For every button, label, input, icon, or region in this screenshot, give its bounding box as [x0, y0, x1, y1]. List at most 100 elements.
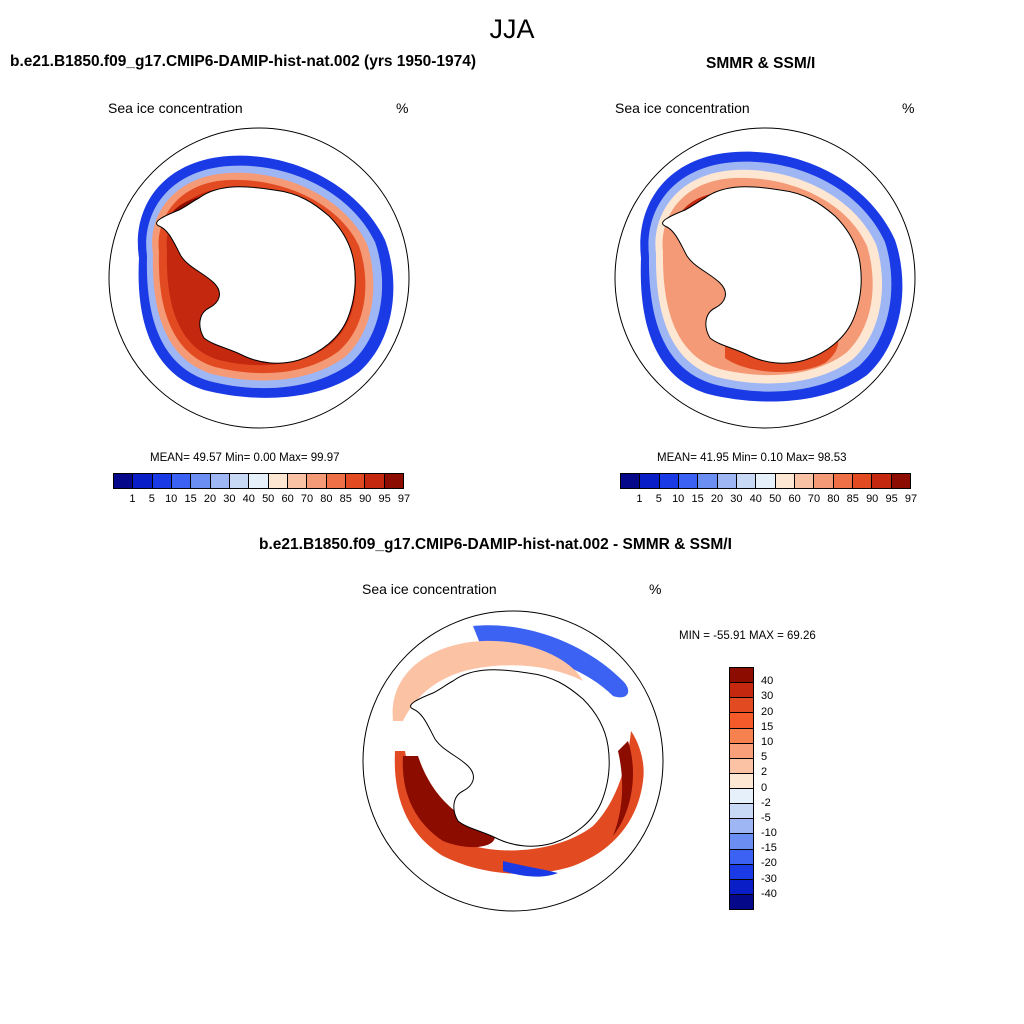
panel1-units: %	[396, 100, 409, 116]
colorbar-tick-label: 40	[242, 493, 255, 505]
colorbar-tick-label: 85	[339, 493, 352, 505]
colorbar-bin	[151, 474, 171, 488]
colorbar-bin	[716, 474, 736, 488]
colorbar-tick-label: 60	[788, 493, 801, 505]
colorbar-bin	[364, 474, 384, 488]
panel2-left-label: Sea ice concentration	[615, 100, 750, 116]
colorbar-bin	[774, 474, 794, 488]
colorbar-bin	[286, 474, 307, 488]
colorbar-tick-label: 80	[320, 493, 333, 505]
colorbar-bin	[383, 474, 403, 488]
panel2-title: SMMR & SSM/I	[706, 55, 816, 72]
main-title: JJA	[489, 14, 535, 44]
panel3-stats: MIN = -55.91 MAX = 69.26	[679, 630, 816, 642]
colorbar-tick-label: -30	[761, 872, 777, 885]
panel2-colorbar	[620, 473, 911, 489]
colorbar-bin	[730, 668, 753, 683]
colorbar-bin	[730, 848, 753, 864]
colorbar-bin	[730, 727, 753, 743]
colorbar-bin	[132, 474, 152, 488]
colorbar-tick-label: -20	[761, 857, 777, 870]
colorbar-bin	[730, 742, 753, 758]
colorbar-bin	[730, 712, 753, 728]
colorbar-bin	[730, 863, 753, 879]
colorbar-bin	[730, 803, 753, 819]
colorbar-bin	[209, 474, 229, 488]
panel2-units: %	[902, 100, 915, 116]
colorbar-tick-label: -10	[761, 827, 777, 840]
panel3-colorbar	[729, 667, 754, 910]
panel1-stats: MEAN= 49.57 Min= 0.00 Max= 99.97	[150, 452, 340, 464]
colorbar-bin	[793, 474, 814, 488]
colorbar-tick-label: 97	[904, 493, 918, 505]
colorbar-tick-label: -2	[761, 796, 771, 809]
colorbar-tick-label: 10	[165, 493, 178, 505]
colorbar-tick-label: 20	[710, 493, 724, 505]
colorbar-bin	[267, 474, 287, 488]
colorbar-tick-label: 2	[761, 766, 768, 779]
colorbar-bin	[170, 474, 191, 488]
colorbar-bin	[730, 757, 753, 773]
colorbar-tick-label: -5	[761, 811, 771, 824]
panel2-map	[614, 127, 916, 429]
colorbar-tick-label: 90	[866, 493, 879, 505]
colorbar-bin	[730, 818, 753, 834]
panel3-left-label: Sea ice concentration	[362, 581, 497, 597]
colorbar-bin	[851, 474, 872, 488]
panel1-colorbar	[113, 473, 404, 489]
colorbar-bin	[621, 474, 640, 488]
colorbar-tick-label: 30	[730, 493, 743, 505]
panel2-stats: MEAN= 41.95 Min= 0.10 Max= 98.53	[657, 452, 847, 464]
panel1-map	[108, 127, 410, 429]
colorbar-tick-label: 85	[846, 493, 859, 505]
panel3-map	[362, 610, 664, 912]
panel1-title: b.e21.B1850.f09_g17.CMIP6-DAMIP-hist-nat…	[10, 53, 477, 70]
colorbar-tick-label: 5	[148, 493, 155, 505]
colorbar-bin	[114, 474, 133, 488]
colorbar-tick-label: 80	[827, 493, 840, 505]
colorbar-tick-label: 1	[129, 493, 136, 505]
colorbar-bin	[325, 474, 345, 488]
colorbar-tick-label: 70	[807, 493, 821, 505]
panel3-units: %	[649, 581, 662, 597]
panel1-left-label: Sea ice concentration	[108, 100, 243, 116]
colorbar-bin	[871, 474, 891, 488]
colorbar-bin	[697, 474, 717, 488]
colorbar-bin	[735, 474, 756, 488]
colorbar-tick-label: 40	[761, 675, 774, 688]
colorbar-bin	[190, 474, 210, 488]
colorbar-tick-label: 20	[761, 705, 774, 718]
colorbar-tick-label: 1	[636, 493, 643, 505]
colorbar-bin	[344, 474, 365, 488]
colorbar-tick-label: 70	[300, 493, 314, 505]
colorbar-tick-label: 60	[281, 493, 294, 505]
colorbar-bin	[658, 474, 678, 488]
colorbar-bin	[832, 474, 852, 488]
colorbar-tick-label: -40	[761, 887, 777, 900]
colorbar-tick-label: 15	[691, 493, 704, 505]
colorbar-bin	[248, 474, 268, 488]
colorbar-tick-label: 10	[761, 735, 774, 748]
colorbar-tick-label: 50	[262, 493, 275, 505]
colorbar-tick-label: 40	[749, 493, 762, 505]
panel3-title: b.e21.B1850.f09_g17.CMIP6-DAMIP-hist-nat…	[259, 536, 732, 553]
colorbar-tick-label: 5	[655, 493, 662, 505]
colorbar-tick-label: 10	[672, 493, 685, 505]
colorbar-tick-label: 30	[223, 493, 236, 505]
colorbar-tick-label: 30	[761, 690, 774, 703]
colorbar-bin	[755, 474, 775, 488]
colorbar-tick-label: 50	[769, 493, 782, 505]
colorbar-tick-label: 15	[761, 720, 774, 733]
colorbar-bin	[639, 474, 659, 488]
colorbar-bin	[730, 682, 753, 698]
colorbar-bin	[813, 474, 833, 488]
colorbar-bin	[730, 788, 753, 804]
colorbar-bin	[306, 474, 326, 488]
colorbar-tick-label: -15	[761, 842, 777, 855]
colorbar-tick-label: 0	[761, 781, 768, 794]
colorbar-tick-label: 20	[203, 493, 217, 505]
colorbar-tick-label: 95	[378, 493, 391, 505]
colorbar-bin	[730, 772, 753, 788]
colorbar-tick-label: 95	[885, 493, 898, 505]
